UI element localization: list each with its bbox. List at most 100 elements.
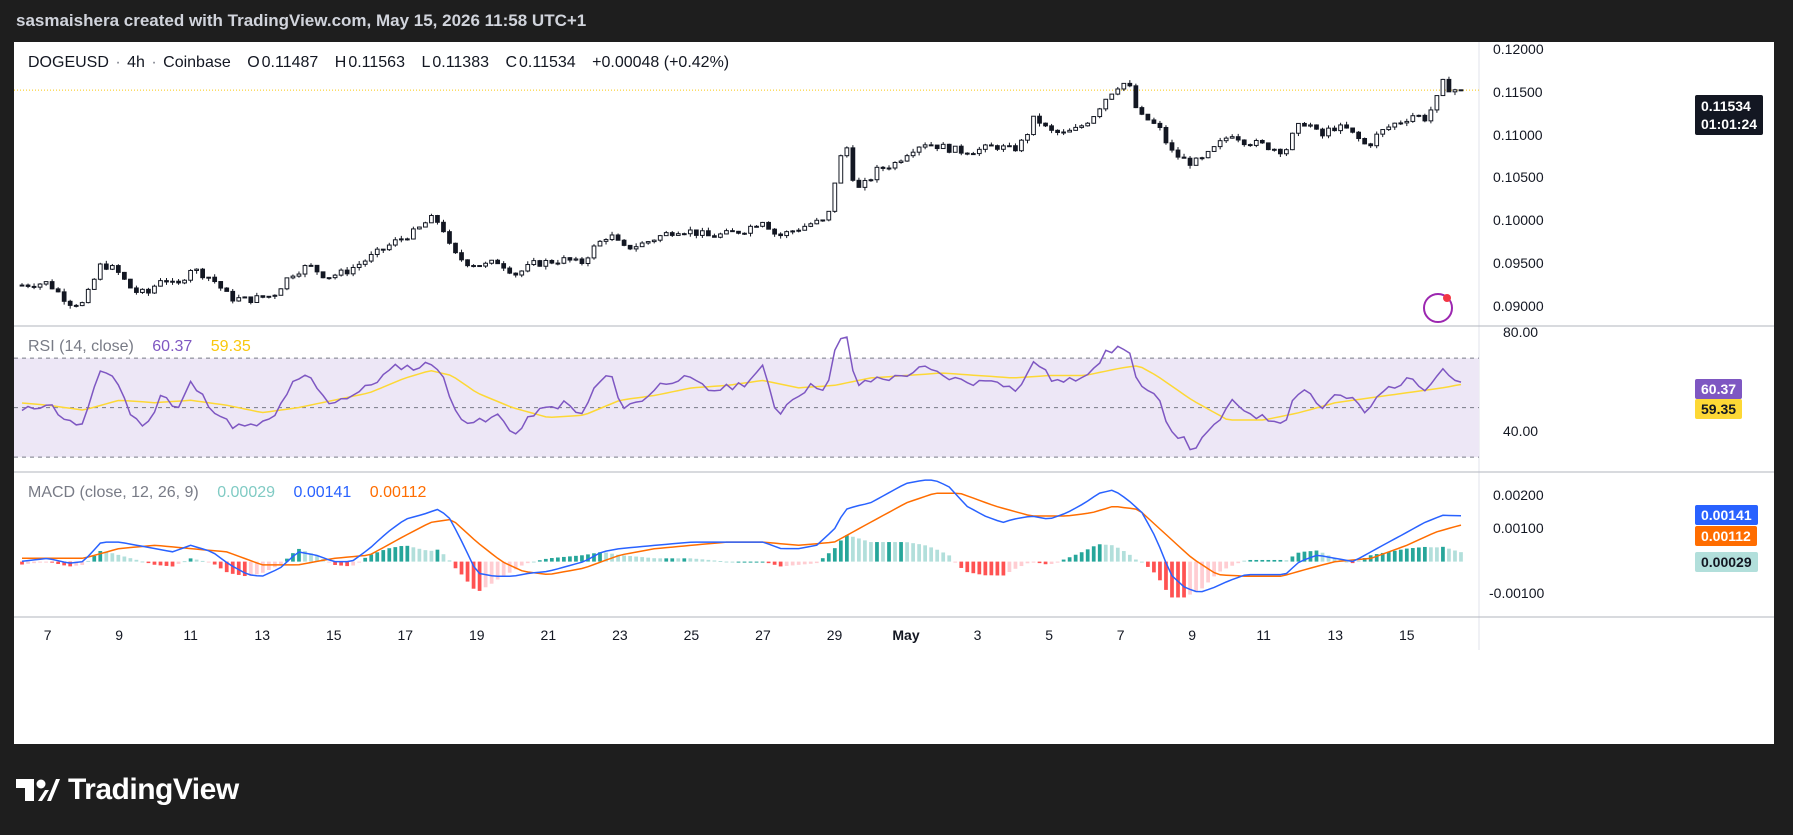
macd-histogram-bar: [1447, 548, 1451, 562]
legend-change: +0.00048 (+0.42%): [592, 54, 730, 71]
candle-down: [1320, 128, 1325, 137]
macd-histogram-bar: [1115, 547, 1120, 562]
macd-histogram-bar: [1248, 559, 1253, 562]
macd-histogram-bar: [116, 554, 121, 562]
macd-histogram-bar: [814, 561, 819, 564]
candle-down: [459, 252, 464, 261]
x-tick-label: 9: [1188, 627, 1197, 643]
macd-histogram-bar: [212, 561, 217, 565]
candle-up: [332, 274, 338, 279]
macd-histogram-bar: [465, 561, 470, 582]
candle-up: [1091, 116, 1097, 124]
candle-down: [549, 259, 555, 264]
candle-up: [814, 219, 820, 225]
macd-histogram-bar: [808, 561, 813, 564]
candle-down: [1175, 149, 1181, 158]
candle-down: [1169, 142, 1175, 151]
candle-down: [212, 276, 218, 283]
x-tick-label: 25: [683, 627, 700, 643]
candle-up: [892, 161, 898, 169]
macd-histogram-bar: [875, 542, 879, 562]
macd-histogram-bar: [411, 547, 416, 562]
x-tick-label: 13: [1327, 627, 1344, 643]
macd-histogram-bar: [405, 545, 410, 562]
candle-down: [1163, 126, 1169, 144]
macd-histogram-bar: [1326, 555, 1331, 562]
candle-up: [970, 153, 976, 156]
macd-histogram-bar: [44, 561, 48, 563]
macd-histogram-bar: [802, 561, 807, 565]
candle-up: [748, 225, 753, 234]
macd-histogram-bar: [248, 561, 253, 576]
candle-down: [964, 152, 970, 155]
macd-histogram-bar: [1392, 550, 1397, 562]
candle-down: [621, 239, 627, 246]
candle-up: [290, 275, 296, 279]
candle-up: [1290, 132, 1295, 151]
macd-histogram-bar: [911, 543, 915, 562]
candle-up: [1199, 157, 1205, 160]
candle-down: [320, 271, 326, 279]
candle-up: [1001, 145, 1006, 150]
macd-histogram-bar: [291, 553, 295, 562]
candle-up: [43, 281, 49, 285]
macd-histogram-bar: [339, 561, 343, 566]
candle-up: [1097, 108, 1103, 118]
candle-down: [248, 296, 254, 304]
macd-histogram-bar: [1146, 561, 1150, 567]
macd-histogram-bar: [863, 540, 867, 562]
candle-up: [531, 260, 537, 266]
candle-up: [916, 146, 922, 153]
candle-up: [633, 246, 639, 250]
candle-up: [1434, 95, 1440, 111]
chart-panel[interactable]: DOGEUSD · 4h · Coinbase O 0.11487 H 0.1156…: [14, 41, 1774, 744]
candle-up: [820, 219, 826, 222]
candle-up: [471, 265, 476, 268]
candle-up: [808, 223, 814, 227]
macd-histogram-bar: [1127, 554, 1132, 562]
candle-up: [724, 230, 729, 235]
candle-down: [706, 230, 711, 237]
rsi-ma-line: [21, 365, 1462, 421]
macd-histogram-bar: [1272, 559, 1277, 562]
macd-histogram-bar: [652, 558, 657, 562]
legend-o-label: O: [247, 54, 260, 71]
candle-down: [501, 263, 507, 269]
macd-histogram-bar: [1242, 560, 1247, 562]
candle-down: [1356, 131, 1362, 140]
candle-up: [1109, 93, 1115, 100]
macd-histogram-bar: [706, 559, 711, 562]
macd-histogram-bar: [851, 536, 855, 562]
candle-down: [988, 144, 994, 147]
candle-down: [1037, 115, 1042, 124]
candle-up: [1452, 89, 1458, 93]
macd-histogram-bar: [1013, 561, 1018, 569]
macd-histogram-bar: [1410, 548, 1415, 562]
candle-up: [296, 273, 302, 277]
macd-histogram-bar: [1435, 547, 1439, 562]
macd-histogram-bar: [375, 552, 380, 562]
candle-up: [1380, 129, 1386, 135]
candle-down: [1368, 143, 1374, 147]
candle-down: [995, 145, 1000, 150]
macd-histogram-bar: [429, 550, 434, 562]
macd-histogram-bar: [134, 559, 139, 562]
candle-up: [754, 225, 759, 228]
macd-histogram-bar: [736, 561, 741, 563]
macd-histogram-bar: [580, 555, 584, 562]
candle-up: [1338, 124, 1343, 132]
candle-up: [1271, 148, 1277, 151]
candle-up: [922, 144, 928, 148]
macd-histogram-bar: [200, 560, 205, 562]
macd-histogram-bar: [995, 561, 1000, 576]
candle-down: [314, 264, 320, 273]
chart-canvas[interactable]: [14, 42, 1774, 744]
candle-down: [477, 265, 482, 268]
macd-histogram-bar: [1140, 561, 1144, 563]
candle-down: [55, 288, 61, 293]
x-tick-label: 19: [469, 627, 485, 643]
macd-histogram-bar: [1121, 551, 1126, 562]
candle-down: [1314, 124, 1319, 130]
x-tick-label: 9: [115, 627, 124, 643]
candle-up: [91, 278, 97, 290]
